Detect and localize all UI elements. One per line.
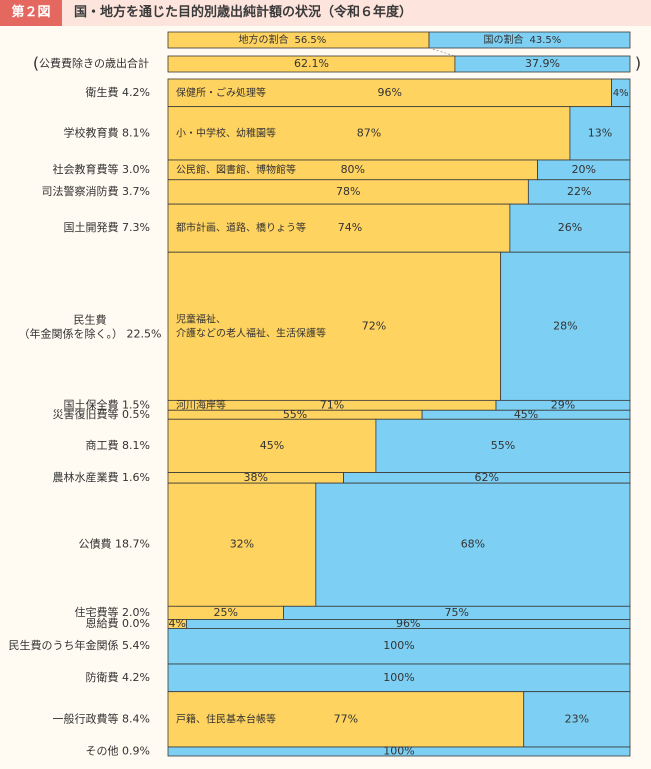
row-11-local-value: 32% — [230, 538, 254, 551]
row-5-national-value: 26% — [558, 221, 582, 234]
row-2-national-value: 13% — [588, 126, 612, 139]
row-7-local-value: 71% — [320, 398, 344, 411]
total-row-left-paren: ( — [33, 54, 39, 73]
total-row-right-paren: ) — [635, 54, 641, 73]
row-9-local-value: 45% — [260, 439, 284, 452]
row-15-national-value: 100% — [383, 671, 414, 684]
row-6-local-segment — [167, 251, 502, 401]
row-17-national-value: 100% — [383, 745, 414, 758]
row-5-local-value: 74% — [338, 221, 362, 234]
row-4-local-value: 78% — [336, 185, 360, 198]
total-row-national-segment — [454, 55, 631, 73]
row-12-national-value: 75% — [445, 606, 469, 619]
row-2-local-segment — [167, 106, 571, 161]
row-8-local-value: 55% — [283, 408, 307, 421]
row-6-desc2: 介護などの老人福祉、生活保護等 — [176, 326, 326, 339]
row-11-national-value: 68% — [461, 538, 485, 551]
row-5-label: 国土開発費 7.3% — [64, 220, 150, 234]
row-5-national-segment — [509, 203, 631, 253]
chart-title: 国・地方を通じた目的別歳出純計額の状況（令和６年度） — [74, 5, 413, 20]
row-7-national-value: 29% — [551, 398, 575, 411]
row-13-label: 恩給費 0.0% — [86, 616, 150, 630]
row-13-local-value: 4% — [169, 617, 186, 630]
legend-local-value: 56.5% — [295, 35, 327, 46]
row-9-national-segment — [375, 418, 631, 473]
row-5-desc: 都市計画、道路、橋りょう等 — [176, 221, 306, 234]
total-row-label: 公費費除きの歳出合計 — [39, 56, 149, 70]
total-row-national-value: 37.9% — [525, 57, 560, 70]
connector-line — [428, 47, 456, 57]
row-15-label: 防衛費 4.2% — [86, 670, 150, 684]
row-4-label: 司法警察消防費 3.7% — [42, 184, 150, 198]
row-1-local-segment — [167, 78, 612, 108]
row-9-label: 商工費 8.1% — [86, 438, 150, 452]
row-17-national-segment — [167, 746, 631, 757]
row-8-label: 災害復旧費等 0.5% — [53, 407, 150, 421]
row-14-label: 民生費のうち年金関係 5.4% — [9, 638, 150, 652]
row-17-label: その他 0.9% — [86, 745, 150, 758]
row-16-national-segment — [523, 691, 631, 748]
legend-local-label: 地方の割合 — [239, 33, 289, 46]
row-1-national-value: 4% — [613, 88, 629, 99]
row-6-label2: （年金関係を除く。） 22.5% — [19, 326, 162, 340]
row-6-national-segment — [500, 251, 631, 401]
row-13-national-value: 96% — [396, 617, 420, 630]
row-16-national-value: 23% — [565, 712, 589, 725]
row-7-desc: 河川海岸等 — [176, 398, 226, 411]
row-2-local-value: 87% — [357, 126, 381, 139]
row-14-national-segment — [167, 628, 631, 665]
row-16-desc: 戸籍、住民基本台帳等 — [176, 712, 276, 725]
header-bar: 第２図 国・地方を通じた目的別歳出純計額の状況（令和６年度） — [0, 0, 651, 26]
row-14-national-value: 100% — [383, 639, 414, 652]
row-1-local-value: 96% — [378, 86, 402, 99]
row-16-local-value: 77% — [334, 712, 358, 725]
row-1-label: 衛生費 4.2% — [86, 85, 150, 99]
figure-badge: 第２図 — [0, 0, 62, 26]
row-9-national-value: 55% — [491, 439, 515, 452]
row-4-national-segment — [527, 179, 631, 205]
row-6-local-value: 72% — [362, 319, 386, 332]
row-11-national-segment — [315, 482, 631, 607]
row-6-national-value: 28% — [553, 319, 577, 332]
row-15-national-segment — [167, 663, 631, 693]
legend-national-value: 43.5% — [530, 35, 562, 46]
row-16-local-segment — [167, 691, 525, 748]
row-8-national-value: 45% — [514, 408, 538, 421]
row-2-national-segment — [569, 106, 631, 161]
row-6-desc: 児童福祉、 — [176, 312, 226, 325]
row-5-local-segment — [167, 203, 511, 253]
row-2-label: 学校教育費 8.1% — [64, 125, 150, 139]
row-2-desc: 小・中学校、幼稚園等 — [176, 126, 276, 139]
row-10-national-value: 62% — [475, 471, 499, 484]
row-1-desc: 保健所・ごみ処理等 — [176, 86, 266, 99]
total-row-local-value: 62.1% — [294, 57, 329, 70]
row-6-label: 民生費 — [74, 312, 107, 326]
row-3-local-value: 80% — [341, 163, 365, 176]
row-10-label: 農林水産業費 1.6% — [53, 470, 150, 484]
row-12-label: 住宅費等 2.0% — [75, 605, 150, 619]
row-16-label: 一般行政費等 8.4% — [53, 711, 150, 725]
row-3-desc: 公民館、図書館、博物館等 — [176, 163, 296, 176]
row-3-label: 社会教育費等 3.0% — [53, 162, 150, 176]
row-11-label: 公債費 18.7% — [79, 537, 150, 551]
legend-national-swatch — [428, 31, 631, 49]
legend-national-label: 国の割合 — [484, 33, 524, 46]
row-4-national-value: 22% — [567, 185, 591, 198]
row-10-local-value: 38% — [244, 471, 268, 484]
row-7-label: 国土保全費 1.5% — [64, 397, 150, 411]
row-3-national-value: 20% — [572, 163, 596, 176]
row-11-local-segment — [167, 482, 317, 607]
row-12-local-value: 25% — [214, 606, 238, 619]
